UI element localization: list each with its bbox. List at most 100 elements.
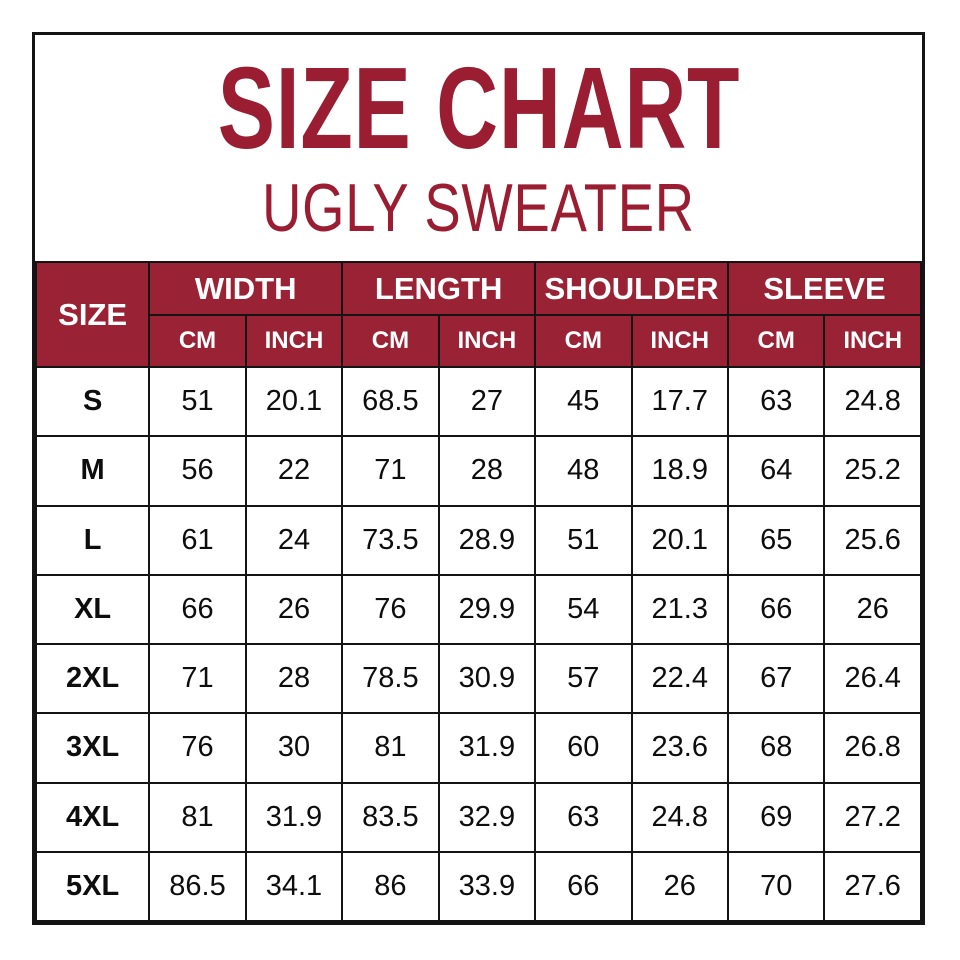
size-cell: 5XL bbox=[34, 850, 151, 923]
value-cell: 22.4 bbox=[630, 642, 729, 715]
table-header: SIZE WIDTH LENGTH SHOULDER SLEEVE CM INC… bbox=[34, 261, 923, 368]
size-cell: 4XL bbox=[34, 781, 151, 853]
header-unit-row: CM INCH CM INCH CM INCH CM INCH bbox=[36, 314, 922, 368]
title-area: SIZE CHART UGLY SWEATER bbox=[35, 35, 922, 261]
value-cell: 32.9 bbox=[437, 781, 537, 853]
value-cell: 30.9 bbox=[437, 642, 537, 715]
size-cell: 3XL bbox=[34, 712, 151, 784]
value-cell: 30 bbox=[244, 712, 344, 784]
value-cell: 31.9 bbox=[437, 712, 537, 784]
size-cell: M bbox=[34, 435, 151, 507]
value-cell: 27.2 bbox=[823, 781, 922, 853]
size-table: SIZE WIDTH LENGTH SHOULDER SLEEVE CM INC… bbox=[34, 261, 923, 923]
value-cell: 25.6 bbox=[823, 504, 922, 576]
value-cell: 66 bbox=[534, 850, 633, 923]
size-chart-frame: SIZE CHART UGLY SWEATER SIZE WIDTH LENGT… bbox=[32, 32, 925, 925]
value-cell: 22 bbox=[244, 435, 344, 507]
size-cell: S bbox=[34, 365, 151, 438]
value-cell: 69 bbox=[726, 781, 826, 853]
value-cell: 73.5 bbox=[341, 504, 440, 576]
value-cell: 24.8 bbox=[823, 365, 922, 438]
value-cell: 54 bbox=[534, 573, 633, 646]
value-cell: 66 bbox=[148, 573, 247, 646]
unit-header-sleeve-inch: INCH bbox=[823, 314, 922, 368]
value-cell: 17.7 bbox=[630, 365, 729, 438]
column-header-size: SIZE bbox=[34, 261, 151, 368]
column-group-width: WIDTH bbox=[148, 261, 344, 316]
page-title: SIZE CHART bbox=[217, 43, 740, 174]
value-cell: 76 bbox=[341, 573, 440, 646]
unit-header-sleeve-cm: CM bbox=[726, 314, 826, 368]
value-cell: 78.5 bbox=[341, 642, 440, 715]
unit-header-width-cm: CM bbox=[148, 314, 247, 368]
value-cell: 28 bbox=[437, 435, 537, 507]
page-subtitle: UGLY SWEATER bbox=[262, 170, 695, 247]
table-body: S 51 20.1 68.5 27 45 17.7 63 24.8 M 56 2… bbox=[34, 365, 922, 923]
value-cell: 63 bbox=[534, 781, 633, 853]
value-cell: 67 bbox=[726, 642, 826, 715]
size-cell: 2XL bbox=[34, 642, 151, 715]
header-group-row: SIZE WIDTH LENGTH SHOULDER SLEEVE bbox=[34, 261, 923, 368]
value-cell: 28.9 bbox=[437, 504, 537, 576]
value-cell: 29.9 bbox=[437, 573, 537, 646]
value-cell: 70 bbox=[726, 850, 826, 923]
unit-header-shoulder-cm: CM bbox=[534, 314, 633, 368]
value-cell: 66 bbox=[726, 573, 826, 646]
value-cell: 26 bbox=[244, 573, 344, 646]
column-group-length: LENGTH bbox=[341, 261, 537, 316]
value-cell: 51 bbox=[148, 365, 247, 438]
table-row-l: L 61 24 73.5 28.9 51 20.1 65 25.6 bbox=[34, 504, 922, 576]
value-cell: 63 bbox=[726, 365, 826, 438]
value-cell: 61 bbox=[148, 504, 247, 576]
table-row-xl: XL 66 26 76 29.9 54 21.3 66 26 bbox=[34, 573, 922, 646]
value-cell: 64 bbox=[726, 435, 826, 507]
unit-header-shoulder-inch: INCH bbox=[630, 314, 729, 368]
size-cell: XL bbox=[34, 573, 151, 646]
value-cell: 45 bbox=[534, 365, 633, 438]
value-cell: 18.9 bbox=[630, 435, 729, 507]
value-cell: 56 bbox=[148, 435, 247, 507]
column-group-shoulder: SHOULDER bbox=[534, 261, 729, 316]
value-cell: 27 bbox=[437, 365, 537, 438]
size-cell: L bbox=[34, 504, 151, 576]
value-cell: 25.2 bbox=[823, 435, 922, 507]
value-cell: 26.4 bbox=[823, 642, 922, 715]
value-cell: 34.1 bbox=[244, 850, 344, 923]
value-cell: 20.1 bbox=[630, 504, 729, 576]
table-row-4xl: 4XL 81 31.9 83.5 32.9 63 24.8 69 27.2 bbox=[34, 781, 922, 853]
value-cell: 33.9 bbox=[437, 850, 537, 923]
table-row-3xl: 3XL 76 30 81 31.9 60 23.6 68 26.8 bbox=[34, 712, 922, 784]
value-cell: 81 bbox=[341, 712, 440, 784]
value-cell: 24 bbox=[244, 504, 344, 576]
value-cell: 26 bbox=[630, 850, 729, 923]
value-cell: 86.5 bbox=[148, 850, 247, 923]
table-row-s: S 51 20.1 68.5 27 45 17.7 63 24.8 bbox=[34, 365, 922, 438]
value-cell: 68.5 bbox=[341, 365, 440, 438]
value-cell: 27.6 bbox=[823, 850, 922, 923]
value-cell: 26 bbox=[823, 573, 922, 646]
value-cell: 60 bbox=[534, 712, 633, 784]
value-cell: 76 bbox=[148, 712, 247, 784]
value-cell: 71 bbox=[148, 642, 247, 715]
value-cell: 86 bbox=[341, 850, 440, 923]
unit-header-length-cm: CM bbox=[341, 314, 440, 368]
value-cell: 65 bbox=[726, 504, 826, 576]
table-row-5xl: 5XL 86.5 34.1 86 33.9 66 26 70 27.6 bbox=[34, 850, 922, 923]
value-cell: 23.6 bbox=[630, 712, 729, 784]
value-cell: 71 bbox=[341, 435, 440, 507]
value-cell: 68 bbox=[726, 712, 826, 784]
value-cell: 48 bbox=[534, 435, 633, 507]
unit-header-length-inch: INCH bbox=[437, 314, 537, 368]
value-cell: 31.9 bbox=[244, 781, 344, 853]
column-group-sleeve: SLEEVE bbox=[726, 261, 923, 316]
value-cell: 24.8 bbox=[630, 781, 729, 853]
value-cell: 81 bbox=[148, 781, 247, 853]
unit-header-width-inch: INCH bbox=[244, 314, 344, 368]
value-cell: 21.3 bbox=[630, 573, 729, 646]
value-cell: 20.1 bbox=[244, 365, 344, 438]
value-cell: 83.5 bbox=[341, 781, 440, 853]
value-cell: 26.8 bbox=[823, 712, 922, 784]
table-row-2xl: 2XL 71 28 78.5 30.9 57 22.4 67 26.4 bbox=[34, 642, 922, 715]
value-cell: 51 bbox=[534, 504, 633, 576]
table-row-m: M 56 22 71 28 48 18.9 64 25.2 bbox=[34, 435, 922, 507]
